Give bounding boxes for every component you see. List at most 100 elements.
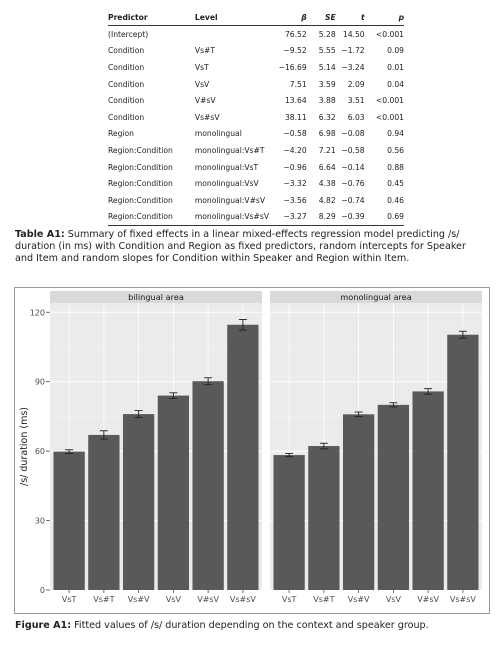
- faceted-bar-chart: /s/ duration (ms) 0 30 60 90 120 bilingual are…: [15, 288, 489, 613]
- fixed-effects-table: Predictor Level β SE t p (Intercept) 76.5…: [108, 9, 404, 226]
- table-row: Region:Condition monolingual:Vs#T −4.20 7.2…: [108, 142, 404, 159]
- table-cell-predictor: Condition: [108, 109, 195, 126]
- table-cell-t: −3.24: [336, 59, 365, 76]
- table-cell-p: 0.88: [365, 159, 404, 176]
- table-cell-predictor: (Intercept): [108, 26, 195, 43]
- bar: [192, 381, 223, 590]
- table-cell-se: 6.98: [307, 126, 336, 143]
- table-caption-text: Summary of fixed effects in a linear mix…: [15, 229, 466, 264]
- table-cell-t: −0.39: [336, 209, 365, 226]
- table-cell-predictor: Region:Condition: [108, 159, 195, 176]
- table-cell-beta: −3.32: [278, 175, 307, 192]
- table-row: (Intercept) 76.52 5.28 14.50 <0.001: [108, 26, 404, 43]
- figure-caption-lead: Figure A1:: [15, 620, 71, 631]
- x-tick-label: VsV: [166, 595, 182, 604]
- table-cell-t: −1.72: [336, 43, 365, 60]
- table-cell-predictor: Region:Condition: [108, 175, 195, 192]
- table-cell-p: 0.56: [365, 142, 404, 159]
- bar: [227, 325, 258, 590]
- table-cell-se: 6.32: [307, 109, 336, 126]
- table-cell-level: monolingual:Vs#T: [195, 142, 278, 159]
- y-tick-label: 120: [30, 308, 45, 317]
- bar: [447, 335, 478, 590]
- table-cell-predictor: Condition: [108, 59, 195, 76]
- table-cell-beta: 13.64: [278, 92, 307, 109]
- table-cell-predictor: Region:Condition: [108, 192, 195, 209]
- table-cell-level: monolingual: [195, 126, 278, 143]
- table-cell-se: 5.14: [307, 59, 336, 76]
- table-cell-t: −0.74: [336, 192, 365, 209]
- header-p: p: [365, 9, 404, 26]
- table-cell-se: 4.82: [307, 192, 336, 209]
- header-t: t: [336, 9, 365, 26]
- table-cell-beta: −16.69: [278, 59, 307, 76]
- table-cell-level: Vs#sV: [195, 109, 278, 126]
- table-cell-level: monolingual:VsV: [195, 175, 278, 192]
- x-tick-label: Vs#T: [313, 595, 334, 604]
- x-tick-label: VsT: [62, 595, 77, 604]
- table-cell-p: 0.01: [365, 59, 404, 76]
- table-cell-p: 0.94: [365, 126, 404, 143]
- bar: [308, 446, 339, 590]
- y-tick-label: 60: [35, 447, 45, 456]
- table-cell-t: −0.08: [336, 126, 365, 143]
- table-cell-beta: −4.20: [278, 142, 307, 159]
- bar: [343, 414, 374, 590]
- table-cell-p: <0.001: [365, 26, 404, 43]
- table-cell-level: Vs#T: [195, 43, 278, 60]
- table-cell-level: V#sV: [195, 92, 278, 109]
- x-tick-label: Vs#sV: [450, 595, 477, 604]
- table-cell-t: −0.14: [336, 159, 365, 176]
- x-tick-label: Vs#V: [128, 595, 150, 604]
- table-row: Condition VsV 7.51 3.59 2.09 0.04: [108, 76, 404, 93]
- facet-title: monolingual area: [340, 292, 411, 302]
- bar: [88, 435, 119, 590]
- table-cell-level: [195, 26, 278, 43]
- table-cell-se: 7.21: [307, 142, 336, 159]
- table-cell-p: 0.69: [365, 209, 404, 226]
- table-cell-level: monolingual:Vs#sV: [195, 209, 278, 226]
- table-cell-beta: −0.58: [278, 126, 307, 143]
- table-row: Region:Condition monolingual:V#sV −3.56 4.8…: [108, 192, 404, 209]
- table-cell-p: <0.001: [365, 109, 404, 126]
- table-cell-p: <0.001: [365, 92, 404, 109]
- table-cell-predictor: Condition: [108, 43, 195, 60]
- figure-caption-text: Fitted values of /s/ duration depending …: [71, 620, 429, 631]
- bar: [412, 391, 443, 590]
- table-row: Region:Condition monolingual:VsT −0.96 6.64…: [108, 159, 404, 176]
- table-cell-beta: 76.52: [278, 26, 307, 43]
- bar: [123, 414, 154, 590]
- table-row: Condition Vs#T −9.52 5.55 −1.72 0.09: [108, 43, 404, 60]
- x-tick-label: Vs#V: [348, 595, 370, 604]
- table-header-row: Predictor Level β SE t p: [108, 9, 404, 26]
- table-cell-beta: 7.51: [278, 76, 307, 93]
- table-row: Condition Vs#sV 38.11 6.32 6.03 <0.001: [108, 109, 404, 126]
- table-cell-p: 0.45: [365, 175, 404, 192]
- table-cell-se: 8.29: [307, 209, 336, 226]
- table-cell-predictor: Condition: [108, 92, 195, 109]
- table-cell-t: 3.51: [336, 92, 365, 109]
- table-cell-predictor: Condition: [108, 76, 195, 93]
- bar-chart-figure: /s/ duration (ms) 0 30 60 90 120 bilingual are…: [14, 287, 490, 614]
- table-cell-se: 5.55: [307, 43, 336, 60]
- x-tick-label: VsV: [386, 595, 402, 604]
- bar: [273, 455, 304, 590]
- header-beta: β: [278, 9, 307, 26]
- table-cell-t: −0.58: [336, 142, 365, 159]
- table-caption: Table A1: Summary of fixed effects in a …: [15, 229, 485, 266]
- table-cell-se: 6.64: [307, 159, 336, 176]
- table-cell-beta: −3.56: [278, 192, 307, 209]
- x-tick-label: Vs#sV: [230, 595, 257, 604]
- table-row: Region:Condition monolingual:VsV −3.32 4.38…: [108, 175, 404, 192]
- table-cell-predictor: Region:Condition: [108, 209, 195, 226]
- x-tick-label: V#sV: [417, 595, 439, 604]
- table-cell-t: 14.50: [336, 26, 365, 43]
- table-cell-predictor: Region: [108, 126, 195, 143]
- table-cell-level: monolingual:V#sV: [195, 192, 278, 209]
- x-tick-label: VsT: [282, 595, 297, 604]
- table-row: Region monolingual −0.58 6.98 −0.08 0.94: [108, 126, 404, 143]
- table-cell-predictor: Region:Condition: [108, 142, 195, 159]
- y-tick-label: 0: [40, 586, 45, 595]
- table-cell-se: 5.28: [307, 26, 336, 43]
- header-level: Level: [195, 9, 278, 26]
